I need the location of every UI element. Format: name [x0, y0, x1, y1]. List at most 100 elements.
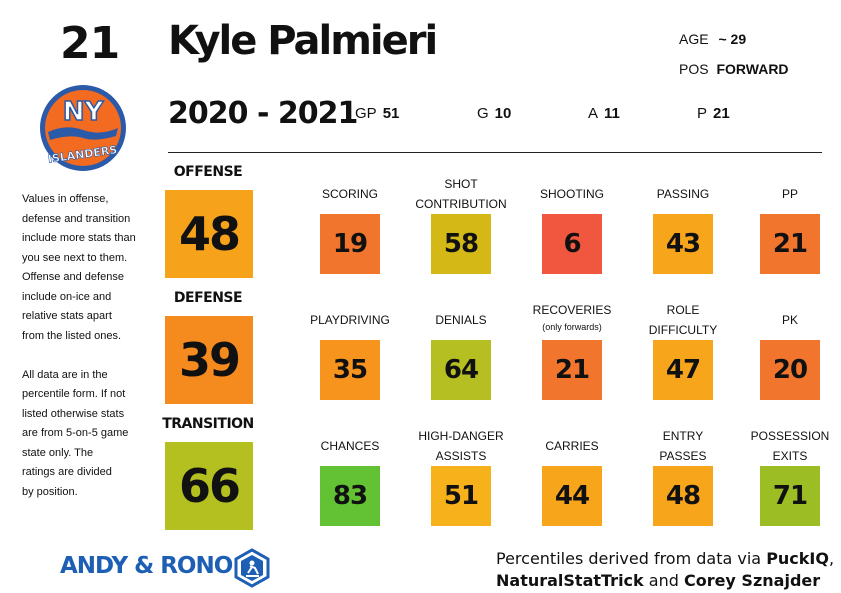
credit-source-sznajder: Corey Sznajder	[683, 571, 821, 590]
metric-label-line: PLAYDRIVING	[310, 313, 390, 327]
note-line: defense and transition	[22, 212, 131, 225]
age-label: AGE	[679, 31, 709, 47]
pos-row: POS FORWARD	[679, 61, 789, 77]
metric-label: HIGH-DANGER ASSISTS	[406, 426, 516, 466]
metric-value-box: 35	[320, 340, 380, 400]
stat-value: 21	[713, 105, 730, 122]
metric-value-box: 51	[431, 466, 491, 526]
metric-label: POSSESSION EXITS	[735, 426, 841, 466]
metric-label: PP	[735, 184, 841, 204]
metric-label: CARRIES	[517, 436, 627, 456]
transition-rating: 66	[165, 442, 253, 530]
metric-value-box: 83	[320, 466, 380, 526]
stat-gp: GP 51	[355, 105, 399, 122]
metric-note: (only forwards)	[542, 322, 602, 332]
metric-label: ROLE DIFFICULTY	[628, 300, 738, 340]
player-name: Kyle Palmieri	[168, 18, 438, 64]
metric-value-box: 20	[760, 340, 820, 400]
metric-value-box: 44	[542, 466, 602, 526]
metric-value-box: 48	[653, 466, 713, 526]
note-line: state only. The	[22, 446, 94, 459]
metric-label: RECOVERIES (only forwards)	[517, 300, 627, 334]
metric-label-line: POSSESSION	[750, 429, 830, 443]
metric-label-line: PASSING	[656, 187, 710, 201]
note-line: by position.	[22, 485, 78, 498]
defense-label: DEFENSE	[173, 290, 243, 306]
age-value: ~ 29	[718, 31, 747, 47]
stat-a: A 11	[588, 105, 620, 122]
metric-label: SHOT CONTRIBUTION	[406, 174, 516, 214]
metric-label-line: RECOVERIES	[532, 303, 612, 317]
metric-value-box: 21	[542, 340, 602, 400]
metric-label-line: DENIALS	[435, 313, 487, 327]
methodology-note: Values in offense, defense and transition…	[22, 190, 146, 502]
credit-prefix: Percentiles derived from data via	[496, 549, 767, 568]
stat-label: P	[697, 105, 708, 122]
offense-rating: 48	[165, 190, 253, 278]
metric-label-line: EXITS	[772, 449, 808, 463]
credit-source-puckiq: PuckIQ	[766, 549, 829, 568]
defense-rating: 39	[165, 316, 253, 404]
metric-label-line: PK	[781, 313, 798, 327]
note-line: you see next to them.	[22, 251, 128, 264]
stat-value: 10	[494, 105, 512, 122]
stat-p: P 21	[697, 105, 730, 122]
metric-value-box: 47	[653, 340, 713, 400]
age-row: AGE ~ 29	[679, 31, 746, 47]
credit-sep: ,	[828, 549, 835, 568]
note-line: from the listed ones.	[22, 329, 122, 342]
metric-label-line: CONTRIBUTION	[415, 197, 507, 211]
metric-label: CHANCES	[295, 436, 405, 456]
metric-value-box: 43	[653, 214, 713, 274]
data-credit: Percentiles derived from data via PuckIQ…	[496, 548, 834, 592]
note-line: include on-ice and	[22, 290, 112, 303]
jersey-number: 21	[60, 18, 120, 69]
metric-label-line: CHANCES	[320, 439, 380, 453]
note-line: are from 5-on-5 game	[22, 427, 129, 439]
credit-mid: and	[643, 571, 684, 590]
metric-value-box: 6	[542, 214, 602, 274]
metric-label: SHOOTING	[517, 184, 627, 204]
note-line: All data are in the	[22, 368, 108, 381]
metric-label: SCORING	[295, 184, 405, 204]
stat-label: GP	[355, 105, 377, 122]
pos-label: POS	[679, 61, 709, 77]
brand-logo	[232, 548, 272, 588]
stat-label: A	[588, 105, 599, 122]
note-line: Values in offense,	[22, 193, 109, 205]
stat-value: 11	[604, 105, 620, 122]
brand-name: ANDY & RONO	[60, 553, 233, 579]
transition-label: TRANSITION	[162, 416, 254, 432]
metric-label: ENTRY PASSES	[628, 426, 738, 466]
stat-label: G	[477, 105, 489, 122]
note-line: listed otherwise stats	[22, 407, 125, 420]
metric-label: PLAYDRIVING	[295, 310, 405, 330]
note-line: include more stats than	[22, 232, 136, 244]
note-line: ratings are divided	[22, 466, 112, 478]
metric-label-line: SHOOTING	[539, 187, 604, 201]
metric-value-box: 21	[760, 214, 820, 274]
metric-label-line: PP	[781, 187, 798, 201]
metric-label: PASSING	[628, 184, 738, 204]
metric-label-line: CARRIES	[545, 439, 599, 453]
metric-label-line: SCORING	[321, 187, 378, 201]
metric-value-box: 58	[431, 214, 491, 274]
note-line	[22, 346, 146, 366]
note-line: relative stats apart	[22, 310, 112, 322]
metric-label: DENIALS	[406, 310, 516, 330]
header-divider	[168, 152, 822, 153]
metric-label-line: SHOT	[444, 177, 478, 191]
metric-label-line: DIFFICULTY	[648, 323, 718, 337]
pos-value: FORWARD	[716, 61, 789, 77]
metric-value-box: 64	[431, 340, 491, 400]
credit-source-nst: NaturalStatTrick	[496, 571, 644, 590]
metric-value-box: 71	[760, 466, 820, 526]
metric-label-line: ROLE	[666, 303, 700, 317]
metric-label-line: ENTRY	[662, 429, 704, 443]
metric-label-line: PASSES	[659, 449, 707, 463]
metric-label: PK	[735, 310, 841, 330]
metric-label-line: ASSISTS	[435, 449, 487, 463]
metric-label-line: HIGH-DANGER	[418, 429, 504, 443]
note-line: percentile form. If not	[22, 388, 126, 400]
note-line: Offense and defense	[22, 271, 124, 283]
